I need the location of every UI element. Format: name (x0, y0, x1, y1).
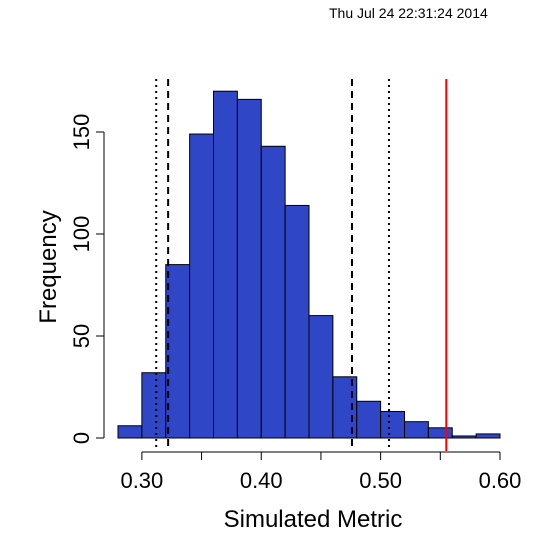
histogram-bar (427, 427, 453, 439)
y-axis: 0 50 100 150 (69, 114, 105, 444)
histogram-bar (284, 204, 310, 439)
x-tick-label: 0.50 (359, 468, 402, 493)
histogram-bar (260, 145, 286, 439)
histogram-bar (236, 98, 262, 439)
histogram-bar (189, 133, 214, 439)
x-tick-label: 0.30 (120, 468, 163, 493)
histogram-bar (141, 372, 167, 439)
x-tick-label: 0.40 (240, 468, 283, 493)
bars-group (117, 90, 501, 439)
x-axis-label: Simulated Metric (224, 506, 403, 533)
histogram-bar (308, 315, 334, 439)
histogram-bar (165, 264, 191, 439)
x-axis: 0.30 0.40 0.50 0.60 (120, 451, 522, 493)
histogram-bar (356, 400, 382, 439)
y-tick-label: 100 (69, 216, 94, 253)
y-tick-label: 150 (69, 114, 94, 151)
histogram-bar (332, 376, 358, 439)
reference-lines-group (155, 79, 448, 451)
timestamp-label: Thu Jul 24 22:31:24 2014 (329, 5, 488, 21)
x-tick-label: 0.60 (479, 468, 522, 493)
histogram-bar (380, 410, 405, 439)
histogram-bar (213, 90, 238, 439)
histogram-bar (451, 435, 477, 439)
y-axis-label: Frequency (35, 210, 62, 323)
histogram-bar (404, 421, 429, 439)
y-tick-label: 50 (69, 324, 94, 348)
histogram-bar (475, 433, 501, 439)
y-tick-label: 0 (69, 432, 94, 444)
histogram-bar (117, 425, 143, 439)
